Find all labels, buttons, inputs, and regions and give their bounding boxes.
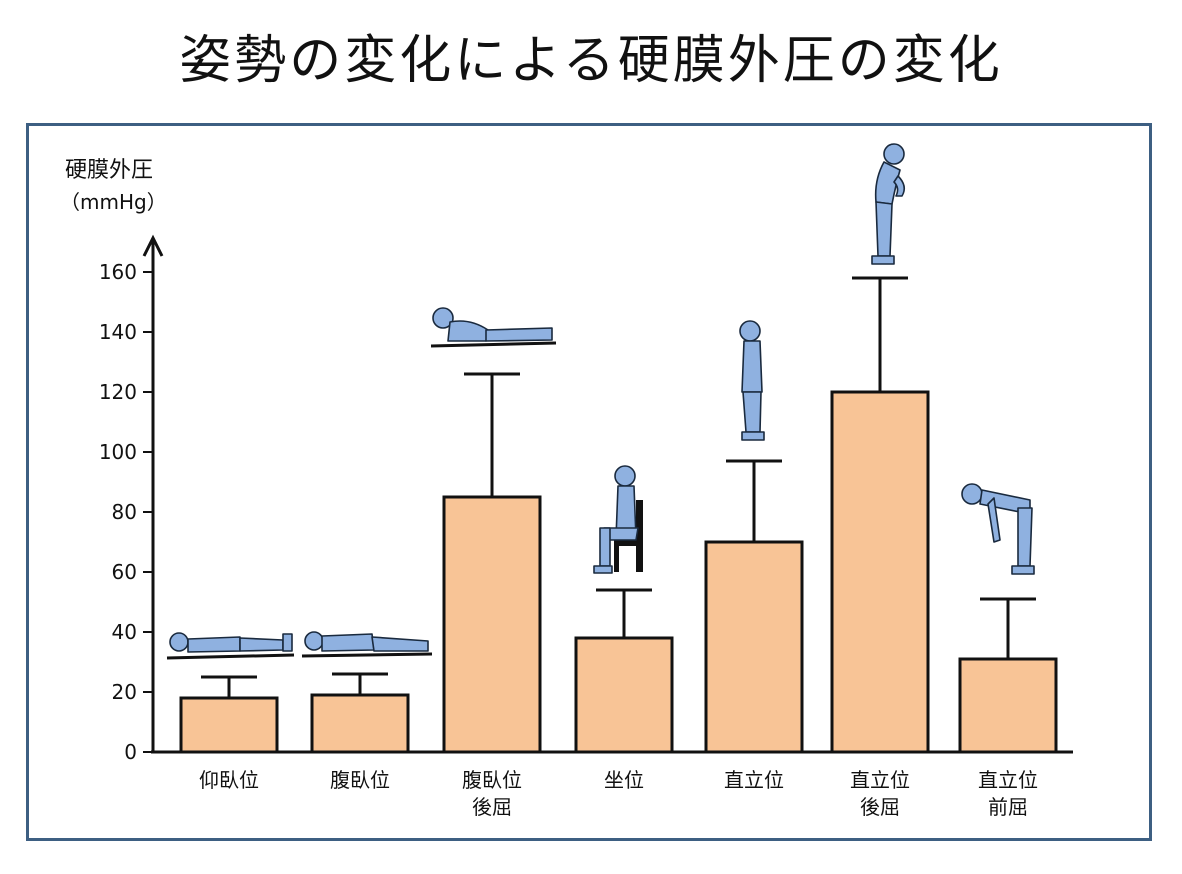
x-tick-label: 仰臥位	[199, 768, 259, 792]
bar	[704, 540, 804, 754]
y-axis-label: 硬膜外圧	[65, 158, 153, 183]
bar	[310, 693, 410, 754]
bar	[442, 495, 542, 754]
floor-line	[430, 341, 557, 348]
standing-flexion-figure-icon	[961, 483, 1035, 575]
prone-figure-icon	[301, 631, 433, 658]
y-tick-label: 20	[112, 680, 137, 704]
feet	[593, 565, 613, 574]
sitting-figure-icon	[593, 465, 643, 574]
x-tick-label: 腹臥位	[462, 768, 522, 792]
x-tick-label: 後屈	[860, 795, 900, 819]
head	[614, 465, 636, 487]
y-tick-label: 80	[112, 500, 137, 524]
bar	[958, 657, 1058, 754]
feet	[741, 431, 765, 441]
torso	[187, 636, 241, 653]
chair-back	[636, 500, 643, 572]
y-tick-label: 140	[99, 320, 137, 344]
bar	[179, 696, 279, 754]
feet	[871, 255, 895, 265]
standing-extension-figure-icon	[871, 143, 906, 265]
legs	[875, 201, 893, 257]
supine-figure-icon	[166, 632, 295, 660]
arm	[987, 497, 1001, 543]
prone-extension-figure-icon	[430, 307, 557, 348]
head	[961, 483, 983, 505]
x-tick-label: 直立位	[978, 768, 1038, 792]
x-tick-label: 前屈	[988, 795, 1028, 819]
legs	[1017, 507, 1033, 567]
legs	[742, 391, 762, 433]
head	[432, 307, 454, 329]
feet	[1011, 565, 1035, 575]
floor-line	[301, 652, 433, 658]
x-tick-label: 直立位	[724, 768, 784, 792]
floor-line	[166, 653, 295, 660]
page-title: 姿勢の変化による硬膜外圧の変化	[179, 31, 1003, 91]
head	[739, 320, 761, 342]
standing-figure-icon	[739, 320, 765, 441]
x-tick-label: 坐位	[604, 768, 644, 792]
x-tick-label: 腹臥位	[330, 768, 390, 792]
torso	[447, 320, 489, 342]
y-tick-label: 40	[112, 620, 137, 644]
y-tick-label: 0	[124, 740, 137, 764]
legs	[371, 636, 429, 652]
legs	[485, 327, 553, 342]
legs	[239, 637, 284, 652]
feet	[282, 633, 293, 652]
shins	[599, 527, 611, 567]
chair-leg	[614, 540, 619, 572]
x-tick-label: 後屈	[472, 795, 512, 819]
y-tick-label: 60	[112, 560, 137, 584]
x-tick-label: 直立位	[850, 768, 910, 792]
y-axis-arrow-icon	[142, 234, 164, 257]
head	[883, 143, 905, 165]
y-axis-unit: （mmHg）	[60, 190, 167, 214]
y-tick-label: 120	[99, 380, 137, 404]
torso	[321, 633, 375, 652]
head	[304, 631, 324, 651]
arm	[893, 175, 906, 197]
chair-seat	[614, 540, 643, 546]
y-tick-label: 160	[99, 260, 137, 284]
bar	[574, 636, 674, 754]
head	[169, 632, 189, 652]
torso	[741, 340, 763, 393]
y-tick-label: 100	[99, 440, 137, 464]
bar	[830, 390, 930, 754]
